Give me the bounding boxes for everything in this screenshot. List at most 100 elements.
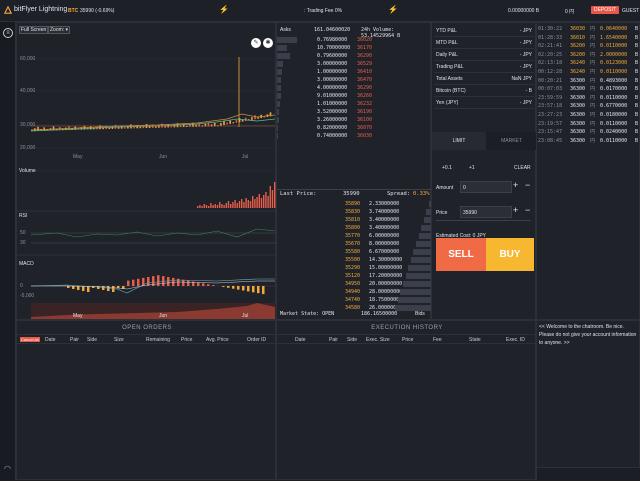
- ask-row[interactable]: 9.01000000 36260: [277, 92, 432, 100]
- order-type-tabs: LIMIT MARKET: [432, 132, 537, 150]
- macd-bar: [257, 286, 260, 294]
- ask-row[interactable]: 1.01000000 36232: [277, 100, 432, 108]
- y-tick: 20,000: [20, 145, 36, 151]
- column-header: Exec. Size: [366, 337, 390, 343]
- price-candle: [182, 123, 185, 128]
- trade-row: 23:19:57 36300 円 0.0110000 B: [538, 120, 640, 129]
- ask-row[interactable]: 3.52000000 36190: [277, 108, 432, 116]
- pair-label[interactable]: BTC: [68, 8, 79, 14]
- ask-row[interactable]: 3.00000000 36529: [277, 60, 432, 68]
- bid-price: 34950: [345, 281, 361, 287]
- asks-list: 0.76980000 36020 10.70000000 36170 0.7960000…: [277, 36, 432, 140]
- volume-bar: [197, 206, 199, 208]
- ask-depth-bar: [277, 125, 278, 131]
- chart-panel: Full Screen Zoom: ▾ ✎ ✱ 60,000 40,000 30…: [16, 22, 277, 320]
- price-candle: [124, 127, 126, 129]
- bid-row[interactable]: 34950 20.00000000: [277, 280, 432, 288]
- amount-input[interactable]: 0: [460, 181, 512, 193]
- bid-row[interactable]: 34580 26.00000000: [277, 304, 432, 312]
- increment-0.1-button[interactable]: +0.1: [442, 165, 452, 171]
- settings-icon[interactable]: ✱: [263, 38, 273, 48]
- chat-panel: << Welcome to the chatroom. Be nice. Ple…: [536, 320, 640, 481]
- bid-row[interactable]: 35500 14.30000000: [277, 256, 432, 264]
- bid-row[interactable]: 34740 18.75000000: [277, 296, 432, 304]
- price-candle: [210, 124, 213, 127]
- fullscreen-button[interactable]: Full Screen: [19, 26, 49, 34]
- menu-icon[interactable]: ≡: [3, 28, 13, 38]
- bid-row[interactable]: 35580 6.67000000: [277, 248, 432, 256]
- macd-bar: [202, 283, 205, 286]
- asks-label: Asks: [280, 27, 291, 33]
- btc-icon: B: [635, 68, 639, 75]
- buy-button[interactable]: BUY: [486, 238, 534, 271]
- macd-bar: [167, 277, 170, 286]
- bid-price: 35580: [345, 249, 361, 255]
- ask-row[interactable]: 3.00000000 36470: [277, 76, 432, 84]
- zoom-select[interactable]: Zoom: ▾: [48, 26, 71, 34]
- price-candle: [89, 126, 92, 130]
- ask-row[interactable]: 1.00000000 36410: [277, 68, 432, 76]
- bid-row[interactable]: 35830 3.74000000: [277, 208, 432, 216]
- ask-price: 36100: [357, 117, 373, 123]
- bid-price: 35890: [345, 201, 361, 207]
- ask-row[interactable]: 3.26000000 36100: [277, 116, 432, 124]
- increment-1-button[interactable]: +1: [469, 165, 475, 171]
- price-candle: [158, 125, 160, 128]
- ask-row[interactable]: 4.00000000 36290: [277, 84, 432, 92]
- deposit-button[interactable]: DEPOSIT: [591, 6, 619, 14]
- price-candle: [223, 121, 225, 126]
- sell-button[interactable]: SELL: [436, 238, 486, 271]
- trade-row: 02:21:41 36200 円 0.0110000 B: [538, 42, 640, 51]
- price-candle: [207, 122, 210, 127]
- cancel-all-button[interactable]: Cancel All: [20, 337, 40, 342]
- bids-total: 186.16500000: [361, 311, 398, 317]
- amount-plus-button[interactable]: +: [513, 180, 519, 190]
- price-candle: [232, 122, 235, 124]
- price-label: Price: [436, 210, 448, 216]
- price-candle: [93, 128, 95, 130]
- macd-bar: [212, 285, 215, 286]
- pencil-icon[interactable]: ✎: [251, 38, 261, 48]
- ask-size: 0.82000000: [317, 125, 348, 131]
- bid-depth-bar: [408, 265, 432, 271]
- volume-bar: [208, 206, 210, 208]
- trade-price: 36010: [570, 34, 586, 41]
- asset-row: Total Assets NaN JPY: [434, 73, 534, 85]
- bid-row[interactable]: 35290 15.00000000: [277, 264, 432, 272]
- volume-label: Volume: [19, 168, 36, 174]
- ask-row[interactable]: 0.74000000 36030: [277, 132, 432, 140]
- price-input[interactable]: 35990: [460, 206, 512, 218]
- bids-label: Bids: [415, 311, 425, 317]
- trading-fee: : Trading Fee 0%: [304, 8, 343, 14]
- ask-row[interactable]: 0.76980000 36020: [277, 36, 432, 44]
- tab-limit[interactable]: LIMIT: [432, 132, 486, 150]
- ask-row[interactable]: 0.82000000 36070: [277, 124, 432, 132]
- bid-size: 2.33000000: [369, 201, 400, 207]
- trade-row: 01:28:33 36010 円 1.6540000 B: [538, 34, 640, 43]
- yen-icon: 円: [590, 26, 596, 32]
- trade-time: 23:57:18: [538, 103, 563, 110]
- bid-row[interactable]: 35800 3.40000000: [277, 224, 432, 232]
- price-plus-button[interactable]: +: [513, 205, 519, 215]
- ask-row[interactable]: 10.70000000 36170: [277, 44, 432, 52]
- bid-row[interactable]: 35890 2.33000000: [277, 200, 432, 208]
- price-minus-button[interactable]: −: [525, 205, 531, 215]
- tab-market[interactable]: MARKET: [501, 138, 522, 144]
- ask-row[interactable]: 0.79600000 36290: [277, 52, 432, 60]
- bid-row[interactable]: 35810 3.40000000: [277, 216, 432, 224]
- trade-time: 02:13:18: [538, 60, 563, 67]
- trade-size: 0.0170000: [600, 86, 628, 93]
- amount-minus-button[interactable]: −: [525, 180, 531, 190]
- bid-row[interactable]: 34940 28.00000000: [277, 288, 432, 296]
- trade-price: 36300: [570, 137, 586, 144]
- clear-button[interactable]: CLEAR: [514, 165, 531, 171]
- chat-input[interactable]: [537, 467, 640, 481]
- bid-row[interactable]: 35120 17.20000000: [277, 272, 432, 280]
- price-candle: [235, 120, 238, 123]
- volume-bar: [256, 197, 258, 208]
- column-header: Date: [295, 337, 306, 343]
- user-label[interactable]: GUEST: [622, 8, 640, 14]
- bid-price: 35810: [345, 217, 361, 223]
- bid-row[interactable]: 35670 8.00000000: [277, 240, 432, 248]
- bid-row[interactable]: 35770 6.00000000: [277, 232, 432, 240]
